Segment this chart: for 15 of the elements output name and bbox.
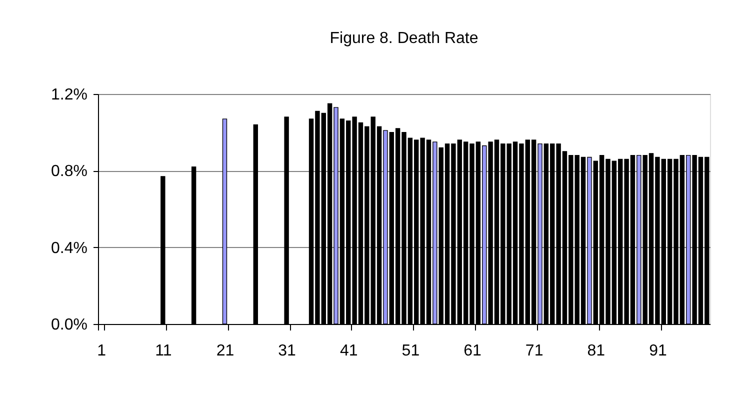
- y-tick-label: 0.0%: [51, 316, 88, 334]
- y-tick-label: 0.4%: [51, 240, 88, 257]
- y-tick-label: 0.8%: [51, 163, 88, 180]
- x-tick-label: 61: [464, 342, 482, 360]
- x-tick-label: 91: [649, 342, 667, 360]
- x-tick-label: 1: [97, 342, 106, 360]
- x-tick-label: 11: [155, 342, 172, 360]
- x-tick-label: 31: [278, 342, 296, 360]
- x-tick-label: 51: [402, 342, 420, 360]
- x-tick-label: 21: [216, 342, 234, 360]
- x-tick-label: 81: [587, 342, 606, 360]
- chart-title: Figure 8. Death Rate: [330, 30, 478, 47]
- y-tick-label: 1.2%: [51, 86, 88, 104]
- x-tick-label: 41: [340, 342, 358, 360]
- x-tick-label: 71: [525, 342, 544, 360]
